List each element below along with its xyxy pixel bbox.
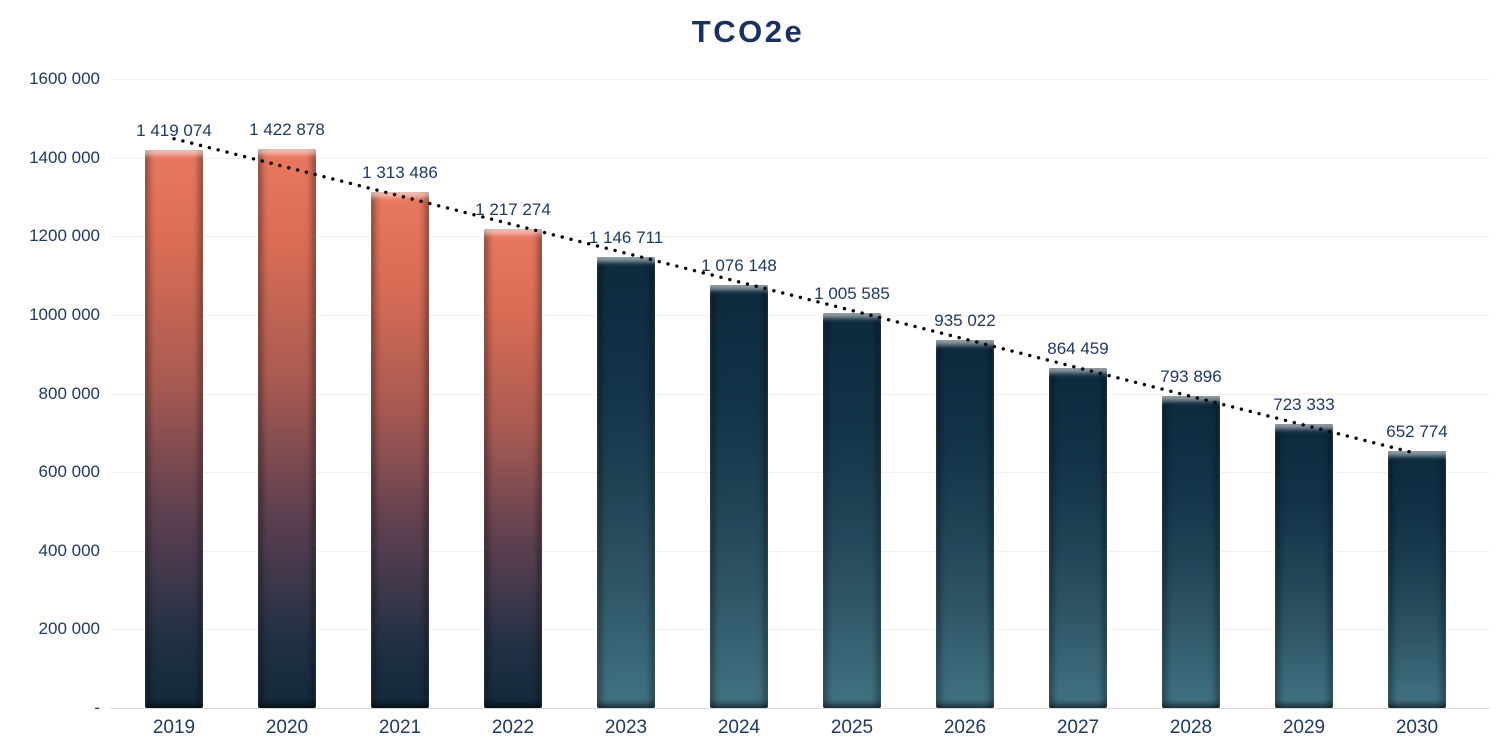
gridline (110, 550, 1490, 552)
x-axis-label-2024: 2024 (717, 717, 761, 738)
x-axis-label-2028: 2028 (1169, 717, 1213, 738)
y-axis-label: 600 000 (38, 462, 100, 482)
bar-value-label-2019: 1 419 074 (136, 121, 212, 141)
gridline (110, 472, 1490, 474)
x-axis-label-2020: 2020 (265, 717, 309, 738)
bar-value-label-2022: 1 217 274 (475, 200, 551, 220)
bar-value-label-2030: 652 774 (1386, 422, 1448, 442)
x-axis-label-2027: 2027 (1056, 717, 1100, 738)
y-axis-label: 1200 000 (29, 226, 100, 246)
bar-value-label-2029: 723 333 (1273, 394, 1335, 414)
bar-value-label-2020: 1 422 878 (249, 119, 325, 139)
x-axis-label-2022: 2022 (491, 717, 535, 738)
y-axis-label: 1400 000 (29, 147, 100, 167)
bar-value-label-2021: 1 313 486 (362, 162, 438, 182)
bar-value-label-2025: 1 005 585 (814, 283, 890, 303)
gridline (110, 79, 1490, 80)
x-axis-label-2019: 2019 (152, 717, 196, 738)
gridline (110, 629, 1490, 631)
bar-2029 (1275, 423, 1333, 708)
x-axis-label-2026: 2026 (943, 717, 987, 738)
bar-value-label-2028: 793 896 (1160, 366, 1222, 386)
bar-value-label-2026: 935 022 (934, 311, 996, 331)
x-axis-baseline (110, 708, 1490, 709)
chart-title: TCO2e (691, 14, 805, 49)
y-axis-label: - (94, 698, 100, 717)
bar-value-label-2024: 1 076 148 (701, 255, 777, 275)
bar-2030 (1388, 451, 1446, 708)
x-axis-label-2021: 2021 (378, 717, 422, 738)
bar-value-label-2027: 864 459 (1047, 339, 1109, 359)
y-axis-label: 400 000 (38, 540, 100, 560)
y-axis-label: 200 000 (38, 619, 100, 639)
x-axis-label-2030: 2030 (1395, 717, 1439, 738)
x-axis-label-2029: 2029 (1282, 717, 1326, 738)
y-axis-label: 800 000 (38, 383, 100, 403)
y-axis-label: 1000 000 (29, 304, 100, 324)
x-axis-label-2025: 2025 (830, 717, 874, 738)
x-axis-label-2023: 2023 (604, 717, 648, 738)
y-axis-label: 1600 000 (29, 69, 100, 88)
bar-value-label-2023: 1 146 711 (588, 228, 664, 248)
